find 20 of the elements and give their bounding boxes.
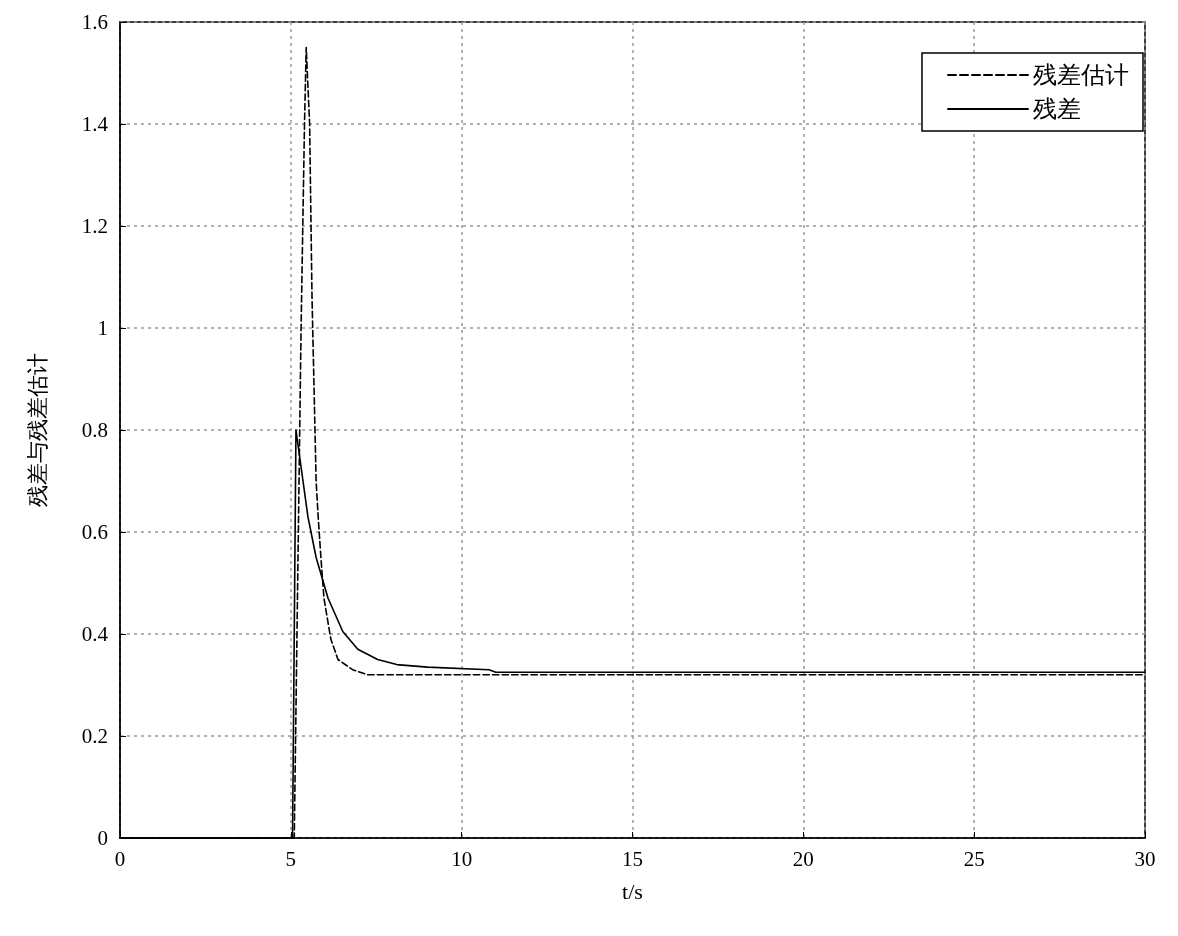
x-tick-label: 0 — [114, 846, 126, 871]
y-tick-label: 1.2 — [81, 214, 108, 238]
y-tick-label: 0.4 — [81, 622, 109, 646]
y-tick-label: 1.4 — [81, 112, 109, 136]
x-tick-label: 20 — [792, 846, 814, 871]
y-tick-label: 1.6 — [81, 10, 108, 34]
y-tick-label: 0.2 — [81, 724, 108, 748]
x-tick-label: 25 — [963, 846, 985, 871]
x-tick-label: 5 — [285, 846, 297, 871]
y-tick-label: 0.8 — [81, 418, 108, 442]
x-tick-label: 30 — [1134, 846, 1156, 871]
y-axis-title: 残差与残差估计 — [24, 353, 50, 507]
y-tick-label: 0.6 — [81, 520, 108, 544]
legend-label: 残差 — [1033, 96, 1081, 122]
y-tick-label: 0 — [97, 826, 108, 850]
x-axis-title: t/s — [622, 878, 643, 904]
legend-label: 残差估计 — [1033, 62, 1129, 88]
x-tick-label: 15 — [622, 846, 643, 871]
x-tick-label: 10 — [451, 846, 473, 871]
y-tick-label: 1 — [97, 316, 108, 340]
